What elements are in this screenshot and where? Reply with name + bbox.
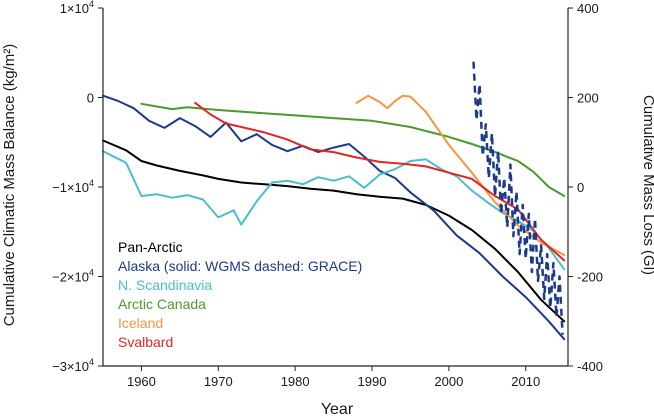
y-left-tick-label: 1×104 <box>60 0 94 16</box>
legend: Pan-Arctic Alaska (solid: WGMS dashed: GR… <box>118 239 362 350</box>
legend-entry: Svalbard <box>118 334 173 350</box>
axes <box>102 8 569 367</box>
series-line-svalbard <box>194 101 566 262</box>
x-tick-label: 1990 <box>358 374 387 389</box>
x-tick-label: 1970 <box>204 374 233 389</box>
y-right-ticks: 400 200 0 -200 -400 <box>568 1 603 374</box>
y-right-tick-label: -200 <box>577 270 603 285</box>
legend-entry: Iceland <box>118 315 163 331</box>
legend-entry: Alaska (solid: WGMS dashed: GRACE) <box>118 258 362 274</box>
x-tick-label: 2000 <box>434 374 463 389</box>
x-tick-label: 2010 <box>511 374 540 389</box>
y-left-ticks: 1×104 0 −1×104 −2×104 −3×104 <box>52 0 103 374</box>
y-left-axis-label: Cumulative Climatic Mass Balance (kg/m²) <box>1 44 18 327</box>
plot-lines <box>102 61 566 341</box>
y-left-tick-label: −3×104 <box>52 357 94 374</box>
series-line-pan-arctic <box>102 139 566 323</box>
y-right-axis-label: Cumulative Mass Loss (Gl) <box>640 95 654 275</box>
legend-entry: Pan-Arctic <box>118 239 183 255</box>
y-right-tick-label: 200 <box>577 91 599 106</box>
x-ticks: 1960 1970 1980 1990 2000 2010 <box>127 366 540 389</box>
y-left-tick-label: −2×104 <box>52 268 94 285</box>
legend-entry: Arctic Canada <box>118 296 206 312</box>
x-axis-label: Year <box>321 401 354 418</box>
y-left-tick-label: 0 <box>87 91 94 106</box>
y-left-tick-label: −1×104 <box>52 178 94 195</box>
y-right-tick-label: -400 <box>577 359 603 374</box>
y-right-tick-label: 400 <box>577 1 599 16</box>
y-right-tick-label: 0 <box>577 180 584 195</box>
legend-entry: N. Scandinavia <box>118 277 212 293</box>
series-line-arctic-canada <box>140 102 566 197</box>
series-line-alaska-grace-dashed <box>472 61 564 335</box>
x-tick-label: 1960 <box>127 374 156 389</box>
x-tick-label: 1980 <box>281 374 310 389</box>
series-line-n-scandinavia <box>102 150 566 271</box>
